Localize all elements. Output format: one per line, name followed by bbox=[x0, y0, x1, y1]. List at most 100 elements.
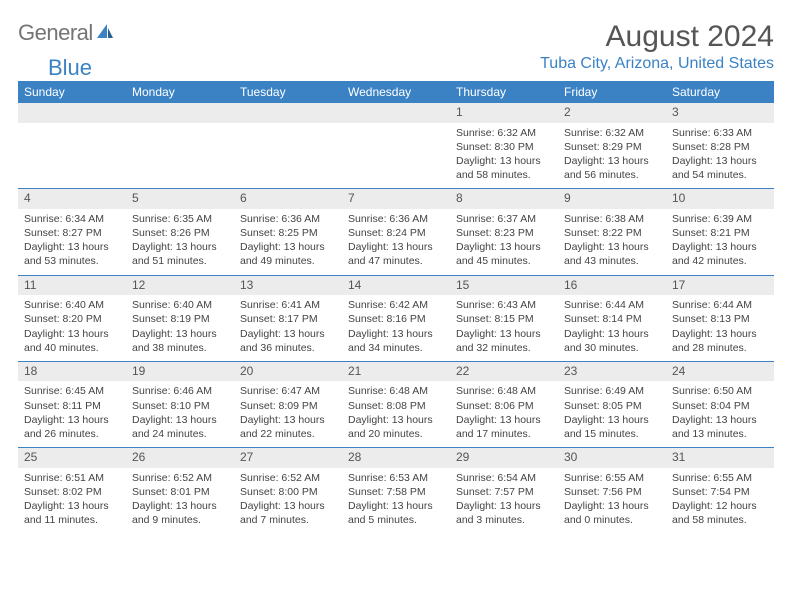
logo-sail-icon bbox=[95, 20, 115, 46]
sunset-line: Sunset: 7:57 PM bbox=[456, 485, 552, 499]
logo-text-general: General bbox=[18, 20, 93, 46]
day-number: 30 bbox=[558, 448, 666, 468]
sunset-line: Sunset: 8:14 PM bbox=[564, 312, 660, 326]
day-cell: 9Sunrise: 6:38 AMSunset: 8:22 PMDaylight… bbox=[558, 189, 666, 275]
day-header-thu: Thursday bbox=[450, 81, 558, 103]
day-cell bbox=[126, 103, 234, 189]
daylight-line: Daylight: 13 hours and 34 minutes. bbox=[348, 327, 444, 355]
day-header-fri: Friday bbox=[558, 81, 666, 103]
sunset-line: Sunset: 8:19 PM bbox=[132, 312, 228, 326]
logo-text-blue: Blue bbox=[48, 55, 92, 80]
day-header-sun: Sunday bbox=[18, 81, 126, 103]
daylight-line: Daylight: 13 hours and 17 minutes. bbox=[456, 413, 552, 441]
sunset-line: Sunset: 8:15 PM bbox=[456, 312, 552, 326]
daylight-line: Daylight: 13 hours and 40 minutes. bbox=[24, 327, 120, 355]
sunrise-line: Sunrise: 6:49 AM bbox=[564, 384, 660, 398]
daylight-line: Daylight: 13 hours and 28 minutes. bbox=[672, 327, 768, 355]
sunrise-line: Sunrise: 6:40 AM bbox=[132, 298, 228, 312]
day-cell: 3Sunrise: 6:33 AMSunset: 8:28 PMDaylight… bbox=[666, 103, 774, 189]
day-details: Sunrise: 6:46 AMSunset: 8:10 PMDaylight:… bbox=[126, 381, 234, 447]
sunset-line: Sunset: 8:00 PM bbox=[240, 485, 336, 499]
day-number: 6 bbox=[234, 189, 342, 209]
sunset-line: Sunset: 8:01 PM bbox=[132, 485, 228, 499]
day-number-empty bbox=[18, 103, 126, 123]
day-header-wed: Wednesday bbox=[342, 81, 450, 103]
sunrise-line: Sunrise: 6:32 AM bbox=[456, 126, 552, 140]
week-row: 25Sunrise: 6:51 AMSunset: 8:02 PMDayligh… bbox=[18, 448, 774, 534]
day-number-empty bbox=[234, 103, 342, 123]
day-details: Sunrise: 6:33 AMSunset: 8:28 PMDaylight:… bbox=[666, 123, 774, 189]
sunset-line: Sunset: 8:24 PM bbox=[348, 226, 444, 240]
daylight-line: Daylight: 13 hours and 24 minutes. bbox=[132, 413, 228, 441]
day-header-mon: Monday bbox=[126, 81, 234, 103]
day-details: Sunrise: 6:34 AMSunset: 8:27 PMDaylight:… bbox=[18, 209, 126, 275]
daylight-line: Daylight: 12 hours and 58 minutes. bbox=[672, 499, 768, 527]
day-cell: 14Sunrise: 6:42 AMSunset: 8:16 PMDayligh… bbox=[342, 275, 450, 361]
sunrise-line: Sunrise: 6:52 AM bbox=[240, 471, 336, 485]
day-details: Sunrise: 6:48 AMSunset: 8:08 PMDaylight:… bbox=[342, 381, 450, 447]
day-number: 3 bbox=[666, 103, 774, 123]
day-details: Sunrise: 6:32 AMSunset: 8:30 PMDaylight:… bbox=[450, 123, 558, 189]
day-number: 5 bbox=[126, 189, 234, 209]
day-details: Sunrise: 6:49 AMSunset: 8:05 PMDaylight:… bbox=[558, 381, 666, 447]
day-details: Sunrise: 6:55 AMSunset: 7:54 PMDaylight:… bbox=[666, 468, 774, 534]
day-cell: 21Sunrise: 6:48 AMSunset: 8:08 PMDayligh… bbox=[342, 361, 450, 447]
sunrise-line: Sunrise: 6:33 AM bbox=[672, 126, 768, 140]
day-cell: 8Sunrise: 6:37 AMSunset: 8:23 PMDaylight… bbox=[450, 189, 558, 275]
sunrise-line: Sunrise: 6:32 AM bbox=[564, 126, 660, 140]
daylight-line: Daylight: 13 hours and 45 minutes. bbox=[456, 240, 552, 268]
day-cell: 4Sunrise: 6:34 AMSunset: 8:27 PMDaylight… bbox=[18, 189, 126, 275]
day-cell: 30Sunrise: 6:55 AMSunset: 7:56 PMDayligh… bbox=[558, 448, 666, 534]
day-number: 8 bbox=[450, 189, 558, 209]
sunset-line: Sunset: 8:27 PM bbox=[24, 226, 120, 240]
day-details: Sunrise: 6:35 AMSunset: 8:26 PMDaylight:… bbox=[126, 209, 234, 275]
sunset-line: Sunset: 8:29 PM bbox=[564, 140, 660, 154]
day-cell: 24Sunrise: 6:50 AMSunset: 8:04 PMDayligh… bbox=[666, 361, 774, 447]
day-cell: 11Sunrise: 6:40 AMSunset: 8:20 PMDayligh… bbox=[18, 275, 126, 361]
sunset-line: Sunset: 8:13 PM bbox=[672, 312, 768, 326]
daylight-line: Daylight: 13 hours and 13 minutes. bbox=[672, 413, 768, 441]
day-details-empty bbox=[18, 123, 126, 175]
daylight-line: Daylight: 13 hours and 20 minutes. bbox=[348, 413, 444, 441]
day-cell: 28Sunrise: 6:53 AMSunset: 7:58 PMDayligh… bbox=[342, 448, 450, 534]
daylight-line: Daylight: 13 hours and 38 minutes. bbox=[132, 327, 228, 355]
day-cell bbox=[234, 103, 342, 189]
sunrise-line: Sunrise: 6:35 AM bbox=[132, 212, 228, 226]
sunrise-line: Sunrise: 6:52 AM bbox=[132, 471, 228, 485]
sunrise-line: Sunrise: 6:50 AM bbox=[672, 384, 768, 398]
day-cell: 25Sunrise: 6:51 AMSunset: 8:02 PMDayligh… bbox=[18, 448, 126, 534]
day-number-empty bbox=[342, 103, 450, 123]
day-cell: 22Sunrise: 6:48 AMSunset: 8:06 PMDayligh… bbox=[450, 361, 558, 447]
sunset-line: Sunset: 8:16 PM bbox=[348, 312, 444, 326]
week-row: 4Sunrise: 6:34 AMSunset: 8:27 PMDaylight… bbox=[18, 189, 774, 275]
day-number: 11 bbox=[18, 276, 126, 296]
day-details: Sunrise: 6:38 AMSunset: 8:22 PMDaylight:… bbox=[558, 209, 666, 275]
logo: General bbox=[18, 20, 116, 46]
sunset-line: Sunset: 8:17 PM bbox=[240, 312, 336, 326]
daylight-line: Daylight: 13 hours and 5 minutes. bbox=[348, 499, 444, 527]
day-number: 12 bbox=[126, 276, 234, 296]
sunset-line: Sunset: 7:56 PM bbox=[564, 485, 660, 499]
daylight-line: Daylight: 13 hours and 43 minutes. bbox=[564, 240, 660, 268]
day-cell: 12 Sunrise: 6:40 AMSunset: 8:19 PMDayligh… bbox=[126, 275, 234, 361]
daylight-line: Daylight: 13 hours and 53 minutes. bbox=[24, 240, 120, 268]
day-cell: 16Sunrise: 6:44 AMSunset: 8:14 PMDayligh… bbox=[558, 275, 666, 361]
day-number: 14 bbox=[342, 276, 450, 296]
header: General August 2024 Tuba City, Arizona, … bbox=[18, 20, 774, 73]
sunrise-line: Sunrise: 6:36 AM bbox=[348, 212, 444, 226]
day-details: Sunrise: 6:52 AMSunset: 8:00 PMDaylight:… bbox=[234, 468, 342, 534]
daylight-line: Daylight: 13 hours and 9 minutes. bbox=[132, 499, 228, 527]
sunrise-line: Sunrise: 6:38 AM bbox=[564, 212, 660, 226]
day-number: 9 bbox=[558, 189, 666, 209]
day-number: 17 bbox=[666, 276, 774, 296]
sunrise-line: Sunrise: 6:41 AM bbox=[240, 298, 336, 312]
week-row: 11Sunrise: 6:40 AMSunset: 8:20 PMDayligh… bbox=[18, 275, 774, 361]
day-cell: 31Sunrise: 6:55 AMSunset: 7:54 PMDayligh… bbox=[666, 448, 774, 534]
day-details: Sunrise: 6:39 AMSunset: 8:21 PMDaylight:… bbox=[666, 209, 774, 275]
sunset-line: Sunset: 8:21 PM bbox=[672, 226, 768, 240]
sunrise-line: Sunrise: 6:53 AM bbox=[348, 471, 444, 485]
day-number: 29 bbox=[450, 448, 558, 468]
day-cell: 18Sunrise: 6:45 AMSunset: 8:11 PMDayligh… bbox=[18, 361, 126, 447]
sunset-line: Sunset: 8:06 PM bbox=[456, 399, 552, 413]
daylight-line: Daylight: 13 hours and 32 minutes. bbox=[456, 327, 552, 355]
